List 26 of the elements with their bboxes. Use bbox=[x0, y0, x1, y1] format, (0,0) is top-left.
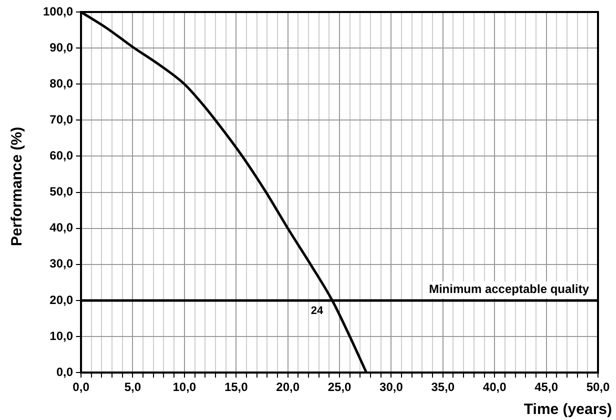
x-tick-label: 50,0 bbox=[586, 380, 610, 394]
x-tick-label: 25,0 bbox=[328, 380, 352, 394]
y-tick-label: 100,0 bbox=[43, 4, 74, 18]
annotation: 24 bbox=[310, 305, 324, 318]
y-tick-label: 40,0 bbox=[50, 220, 74, 235]
y-axis-title: Performance (%) bbox=[8, 126, 26, 248]
y-tick-label: 30,0 bbox=[50, 256, 74, 271]
x-tick-label: 5,0 bbox=[124, 380, 142, 394]
x-tick-label: 10,0 bbox=[172, 380, 196, 394]
x-tick-label: 15,0 bbox=[224, 380, 248, 394]
y-tick-label: 70,0 bbox=[50, 112, 74, 126]
y-tick-label: 60,0 bbox=[50, 148, 74, 163]
y-tick-label: 0,0 bbox=[56, 364, 74, 379]
x-tick-label: 0,0 bbox=[72, 380, 90, 394]
y-tick-label: 90,0 bbox=[50, 40, 74, 54]
x-tick-label: 35,0 bbox=[431, 380, 455, 394]
y-tick-label: 50,0 bbox=[50, 184, 74, 199]
y-tick-label: 80,0 bbox=[50, 76, 74, 90]
y-tick-label: 10,0 bbox=[50, 328, 74, 343]
ref-line-label: Minimum acceptable quality bbox=[428, 282, 590, 296]
y-tick-label: 20,0 bbox=[50, 292, 74, 307]
x-tick-label: 30,0 bbox=[380, 380, 404, 394]
x-tick-label: 20,0 bbox=[276, 380, 300, 394]
x-axis-title: Time (years) bbox=[524, 401, 612, 418]
x-tick-label: 45,0 bbox=[534, 380, 558, 394]
x-tick-label: 40,0 bbox=[482, 380, 507, 394]
